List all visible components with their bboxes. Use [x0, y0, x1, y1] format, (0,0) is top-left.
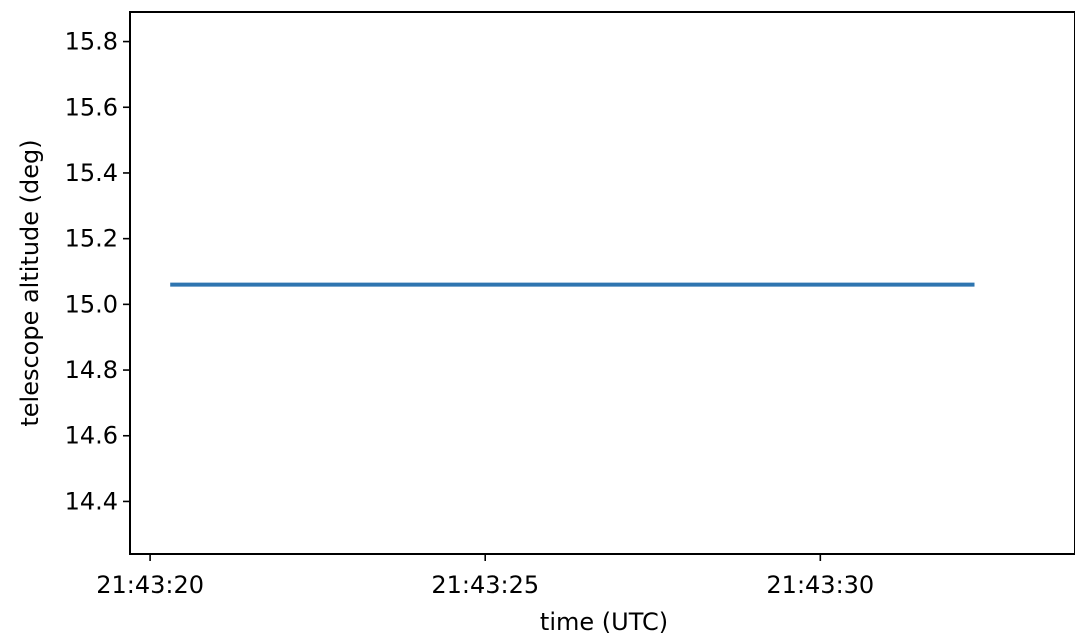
- x-axis-label: time (UTC): [540, 608, 668, 636]
- y-tick-label: 15.8: [65, 28, 118, 56]
- y-tick-label: 14.6: [65, 422, 118, 450]
- plot-frame: [129, 11, 1075, 555]
- y-axis-label: telescope altitude (deg): [16, 139, 44, 426]
- x-tick-label: 21:43:20: [96, 571, 204, 599]
- x-tick-label: 21:43:25: [431, 571, 539, 599]
- y-tick-label: 15.2: [65, 225, 118, 253]
- y-tick-label: 15.0: [65, 290, 118, 318]
- y-tick-label: 15.6: [65, 93, 118, 121]
- y-tick-label: 14.4: [65, 487, 118, 515]
- y-tick-label: 14.8: [65, 356, 118, 384]
- ticks-layer: 14.4 14.6 14.8 15.0 15.2 15.4 15.6 15.8 21:43:20…: [65, 28, 875, 599]
- y-tick-label: 15.4: [65, 159, 118, 187]
- x-tick-label: 21:43:30: [766, 571, 874, 599]
